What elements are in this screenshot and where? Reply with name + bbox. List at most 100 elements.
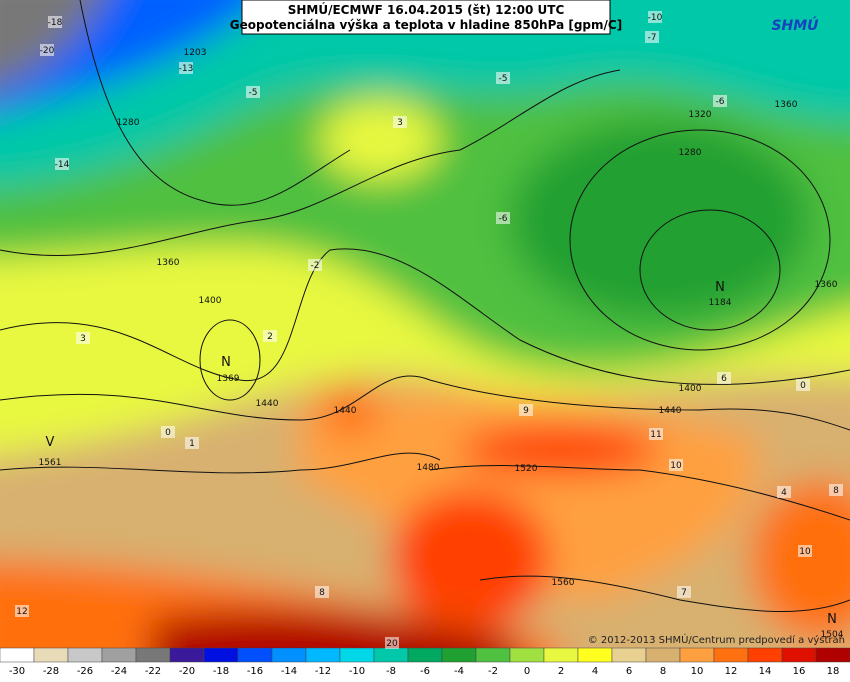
label-box [15, 605, 29, 617]
colorbar-swatch [543, 647, 579, 663]
colorbar-swatch [169, 647, 205, 663]
colorbar-label: 18 [827, 666, 840, 677]
label-box [315, 586, 329, 598]
colorbar-swatch [713, 647, 749, 663]
label-box [496, 72, 510, 84]
colorbar-swatch [509, 647, 545, 663]
colorbar-swatch [339, 647, 375, 663]
map-label: -7 [648, 33, 657, 43]
colorbar-label: 8 [660, 666, 666, 677]
colorbar-swatch [407, 647, 443, 663]
colorbar-label: -18 [213, 666, 229, 677]
label-box [669, 459, 683, 471]
copyright: © 2012-2013 SHMÚ/Centrum predpovedí a vý… [588, 633, 845, 646]
colorbar-swatch [781, 647, 817, 663]
colorbar-label: -26 [77, 666, 93, 677]
colorbar-label: -30 [9, 666, 25, 677]
map-label: 0 [800, 381, 806, 391]
map-label: 1400 [199, 296, 222, 306]
colorbar-swatch [271, 647, 307, 663]
label-box [717, 372, 731, 384]
label-box [796, 379, 810, 391]
map-label: 1560 [552, 578, 575, 588]
map-label: 1480 [417, 463, 440, 473]
pressure-center: V [46, 435, 55, 450]
label-box [185, 437, 199, 449]
label-box [179, 62, 193, 74]
map-label: 1320 [689, 110, 712, 120]
map-label: 10 [670, 461, 682, 471]
map-label: -2 [311, 261, 320, 271]
colorbar-label: -28 [43, 666, 59, 677]
map-label: 1440 [256, 399, 279, 409]
colorbar-label: 16 [793, 666, 806, 677]
map-label: -6 [499, 214, 508, 224]
label-box [649, 428, 663, 440]
map-label: 7 [681, 588, 687, 598]
map-label: 9 [523, 406, 529, 416]
map-label: 1504 [821, 630, 844, 640]
map-label: 1440 [659, 406, 682, 416]
label-box [40, 44, 54, 56]
map-label: 1360 [815, 280, 838, 290]
label-box [496, 212, 510, 224]
colorbar-label: -4 [454, 666, 464, 677]
label-box [246, 86, 260, 98]
label-box [55, 158, 69, 170]
contours [0, 0, 850, 613]
colorbar-label: 12 [725, 666, 738, 677]
colorbar: -30 -28 -26 -24 -22 -20 -18 -16 -14 -12 -10 -8 -6 -4-… [0, 647, 850, 678]
map-label: 20 [386, 639, 398, 649]
label-box [713, 95, 727, 107]
label-box [263, 330, 277, 342]
colorbar-swatch [441, 647, 477, 663]
map-label: -5 [249, 88, 258, 98]
title-box [241, 0, 611, 35]
map-label: 1 [189, 439, 195, 449]
map-label: 10 [799, 547, 811, 557]
label-box [48, 16, 62, 28]
map-label: 2 [267, 332, 273, 342]
map-label: 1184 [709, 298, 732, 308]
colorbar-swatch [101, 647, 137, 663]
colorbar-label: -20 [179, 666, 195, 677]
label-box [829, 484, 843, 496]
map-label: 1369 [217, 374, 240, 384]
logo: SHMÚ [771, 16, 819, 34]
map-label: -6 [716, 97, 725, 107]
colorbar-label: 0 [524, 666, 530, 677]
map-label: 12 [16, 607, 27, 617]
label-box [777, 486, 791, 498]
label-box [393, 116, 407, 128]
map-label: 1280 [117, 118, 140, 128]
map-label: 1360 [775, 100, 798, 110]
colorbar-label: -8 [386, 666, 396, 677]
colorbar-label: 10 [691, 666, 704, 677]
map-label: 8 [319, 588, 325, 598]
map-label: 6 [721, 374, 727, 384]
map-label: -10 [648, 13, 663, 23]
colorbar-swatch [305, 647, 341, 663]
colorbar-label: -12 [315, 666, 331, 677]
colorbar-swatch [747, 647, 783, 663]
map-label: -14 [55, 160, 70, 170]
pressure-center: N [827, 612, 837, 627]
map-label: 4 [781, 488, 787, 498]
label-box [308, 259, 322, 271]
colorbar-swatch [203, 647, 239, 663]
map-label: 1203 [184, 48, 207, 58]
map-label: -5 [499, 74, 508, 84]
label-box [677, 586, 691, 598]
colorbar-swatch [67, 647, 103, 663]
pressure-center: N [221, 355, 231, 370]
map-label: 1520 [515, 464, 538, 474]
colorbar-label: 6 [626, 666, 632, 677]
colorbar-swatch [237, 647, 273, 663]
colorbar-swatch [815, 647, 850, 663]
label-box [519, 404, 533, 416]
colorbar-label: -22 [145, 666, 161, 677]
label-box [385, 637, 399, 649]
colorbar-swatch [475, 647, 511, 663]
colorbar-label: 2 [558, 666, 564, 677]
